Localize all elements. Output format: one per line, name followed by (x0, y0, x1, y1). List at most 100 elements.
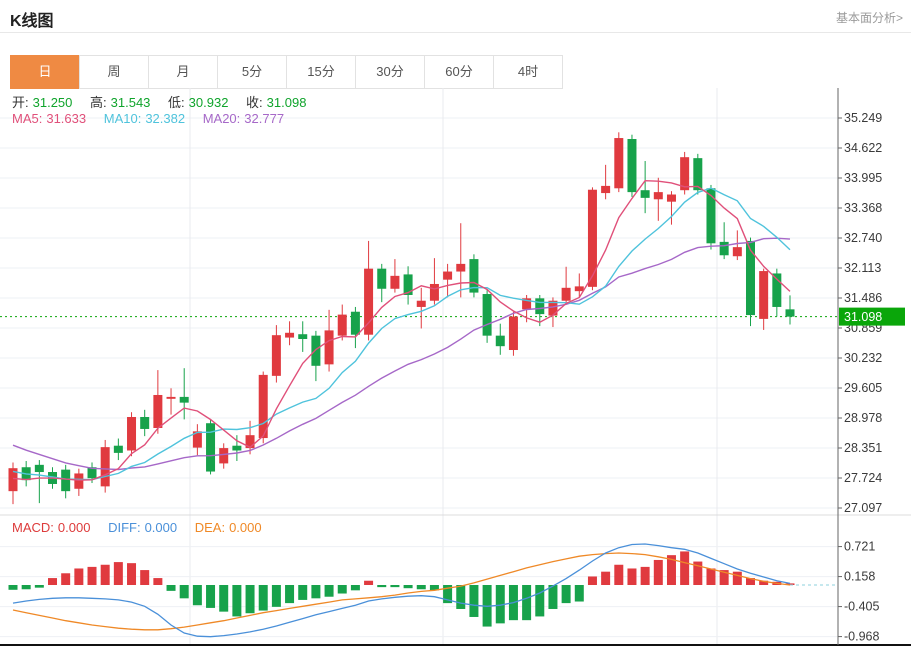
tab-4hour[interactable]: 4时 (493, 55, 563, 89)
candle-body (732, 247, 742, 257)
candle-body (693, 158, 703, 191)
candle-body (166, 396, 176, 399)
tab-week[interactable]: 周 (79, 55, 149, 89)
candle-body (192, 431, 202, 448)
macd-histogram-bar (614, 564, 624, 585)
kline-chart-canvas[interactable]: 35.249 34.622 33.995 33.368 32.740 32.113 31.4… (0, 88, 911, 651)
ma10-value: 32.382 (145, 111, 186, 126)
macd-histogram-bar (311, 585, 321, 599)
ma20-label: MA20: (202, 111, 241, 126)
candle-body (403, 274, 413, 295)
macd-histogram-bar (574, 585, 584, 602)
tab-month[interactable]: 月 (148, 55, 218, 89)
tab-60min[interactable]: 60分 (424, 55, 494, 89)
macd-histogram-bar (179, 585, 189, 599)
price-axis-label: 27.724 (844, 471, 882, 485)
candle-body (390, 275, 400, 289)
ohlc-readout: 开: 31.250 高: 31.543 低: 30.932 收: 31.098 (12, 92, 310, 111)
candle-body (443, 271, 453, 280)
candle-body (113, 445, 123, 453)
candle-body (574, 286, 584, 292)
price-axis-label: 31.486 (844, 291, 882, 305)
macd-histogram-bar (680, 551, 690, 585)
page-header: K线图 基本面分析> (0, 0, 911, 33)
ma10-line (12, 187, 791, 481)
price-axis-label: 32.113 (844, 261, 881, 275)
price-axis-label: 30.232 (844, 351, 882, 365)
tab-5min[interactable]: 5分 (217, 55, 287, 89)
high-value: 31.543 (110, 95, 151, 110)
macd-histogram-bar (8, 585, 18, 590)
open-label: 开: (12, 95, 29, 110)
candle-body (298, 334, 308, 340)
current-price-badge-text: 31.098 (844, 310, 882, 324)
macd-histogram-bar (443, 585, 453, 604)
price-axis-label: 28.978 (844, 411, 882, 425)
fundamental-analysis-link[interactable]: 基本面分析> (835, 11, 903, 25)
macd-histogram-bar (601, 571, 611, 585)
candle-body (271, 335, 281, 376)
tab-15min[interactable]: 15分 (286, 55, 356, 89)
candle-body (482, 294, 492, 336)
candle-body (127, 416, 137, 451)
high-label: 高: (90, 95, 107, 110)
diff-line (12, 543, 791, 638)
macd-histogram-bar (324, 585, 334, 597)
candle-body (8, 468, 18, 492)
candle-body (508, 316, 518, 351)
candle-body (745, 240, 755, 316)
candle-body (706, 188, 716, 244)
macd-histogram-bar (456, 585, 466, 609)
price-axis-label: 35.249 (844, 111, 882, 125)
candle-body (34, 464, 44, 473)
tab-30min[interactable]: 30分 (355, 55, 425, 89)
price-axis-label: 27.097 (844, 501, 882, 515)
ma20-line (12, 237, 791, 471)
macd-histogram-bar (548, 585, 558, 609)
macd-histogram-bar (140, 570, 150, 585)
candle-body (614, 138, 624, 189)
chart-area: 35.249 34.622 33.995 33.368 32.740 32.113 31.4… (0, 88, 911, 651)
candle-body (285, 332, 295, 338)
macd-histogram-bar (100, 564, 110, 585)
macd-axis-label: -0.968 (844, 630, 879, 644)
macd-histogram-bar (350, 585, 360, 591)
macd-histogram-bar (166, 585, 176, 591)
candle-body (627, 139, 637, 193)
candle-body (759, 271, 769, 319)
candle-body (206, 423, 216, 472)
macd-histogram-bar (61, 573, 71, 585)
close-value: 31.098 (266, 95, 307, 110)
tab-day[interactable]: 日 (10, 55, 80, 89)
macd-histogram-bar (745, 578, 755, 585)
candle-body (337, 314, 347, 336)
candle-body (311, 335, 321, 366)
candle-body (74, 473, 84, 489)
macd-axis-label: 0.158 (844, 570, 875, 584)
candle-body (377, 268, 387, 289)
macd-histogram-bar (759, 580, 769, 585)
macd-histogram-bar (271, 585, 281, 607)
macd-histogram-bar (627, 568, 637, 585)
dea-label: DEA: (194, 520, 226, 535)
candle-body (495, 335, 505, 347)
macd-value: 0.000 (57, 520, 91, 535)
candle-body (140, 416, 150, 429)
candle-body (469, 259, 479, 293)
macd-histogram-bar (113, 562, 123, 585)
price-axis-label: 32.740 (844, 231, 882, 245)
candle-body (785, 309, 795, 317)
macd-histogram-bar (693, 561, 703, 585)
macd-histogram-bar (48, 578, 58, 585)
candle-body (364, 268, 374, 335)
ma-readout: MA5: 31.633 MA10: 32.382 MA20: 32.777 (12, 111, 288, 126)
interval-tab-bar: 日 周 月 5分 15分 30分 60分 4时 (10, 55, 563, 89)
macd-histogram-bar (522, 585, 532, 621)
current-price-badge (839, 307, 905, 326)
macd-histogram-bar (732, 571, 742, 585)
macd-axis-label: -0.405 (844, 600, 879, 614)
candle-body (535, 298, 545, 315)
macd-histogram-bar (298, 585, 308, 600)
ma5-value: 31.633 (46, 111, 87, 126)
